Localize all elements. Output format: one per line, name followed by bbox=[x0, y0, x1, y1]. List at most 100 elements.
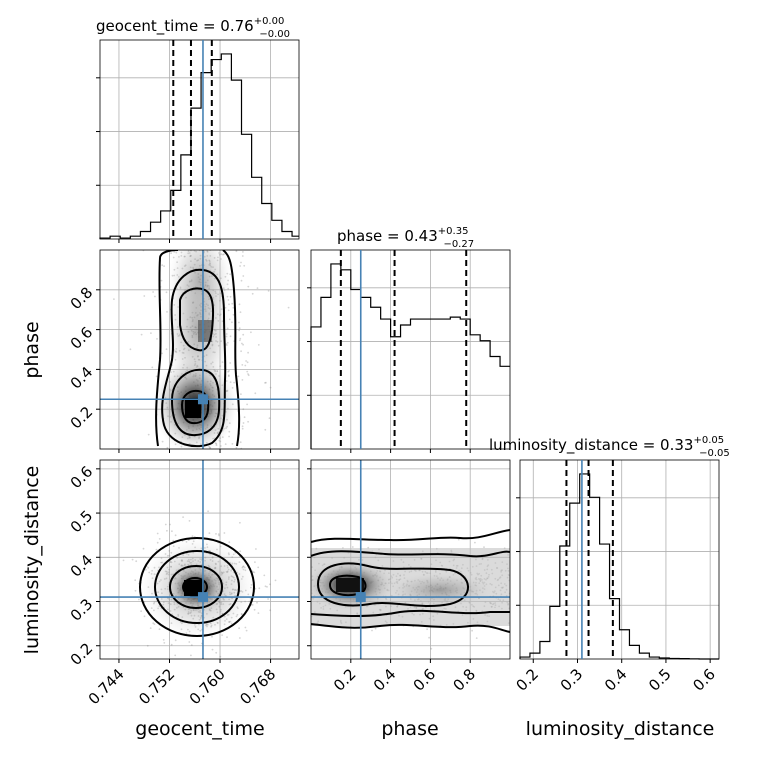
sample-point bbox=[474, 541, 476, 544]
density-core bbox=[185, 398, 201, 418]
sample-point bbox=[218, 534, 220, 537]
y-axis-label-phase: phase bbox=[21, 321, 43, 378]
sample-point bbox=[243, 416, 246, 419]
sample-point bbox=[149, 627, 152, 629]
sample-point bbox=[257, 612, 260, 614]
sample-point bbox=[351, 546, 354, 548]
grid-lines bbox=[100, 40, 299, 243]
sample-point bbox=[244, 626, 247, 629]
sample-point bbox=[239, 550, 242, 553]
sample-point bbox=[161, 352, 163, 355]
sample-point bbox=[287, 306, 290, 309]
hist-panel-luminosity-distance: luminosity_distance = 0.33+0.05 −0.05 bbox=[489, 435, 730, 663]
sample-point bbox=[240, 279, 243, 282]
sample-point bbox=[247, 285, 250, 288]
x-axis-label-geocent-time: geocent_time bbox=[135, 718, 264, 740]
truth-marker bbox=[197, 592, 208, 603]
sample-point bbox=[374, 627, 377, 630]
sample-point bbox=[238, 329, 241, 332]
sample-point bbox=[263, 574, 266, 577]
sample-point bbox=[241, 342, 243, 345]
sample-point bbox=[142, 547, 145, 550]
contour-core bbox=[182, 577, 208, 597]
sample-point bbox=[250, 331, 252, 334]
sample-point bbox=[255, 548, 257, 550]
contour-inner bbox=[169, 565, 223, 609]
histogram-geocent-time bbox=[99, 53, 299, 239]
sample-point bbox=[164, 523, 167, 526]
quantile-lines bbox=[172, 40, 213, 239]
sample-point bbox=[226, 636, 228, 639]
sample-point bbox=[219, 445, 222, 447]
sample-point bbox=[241, 425, 244, 428]
sample-point bbox=[150, 332, 152, 334]
sample-point bbox=[239, 441, 242, 444]
x-tick-label: 0.752 bbox=[135, 665, 178, 708]
sample-point bbox=[161, 264, 164, 267]
sample-point bbox=[253, 571, 256, 574]
sample-point bbox=[238, 303, 241, 306]
sample-point bbox=[246, 361, 249, 364]
sample-point bbox=[471, 629, 473, 632]
sample-point bbox=[264, 428, 267, 431]
sample-point bbox=[241, 379, 244, 381]
sample-point bbox=[246, 370, 249, 373]
x-tick-label: 0.4 bbox=[601, 665, 631, 695]
sample-point bbox=[483, 546, 485, 548]
sample-point bbox=[232, 306, 235, 309]
sample-point bbox=[257, 344, 260, 346]
sample-point bbox=[232, 313, 235, 316]
sample-point bbox=[143, 295, 146, 297]
sample-point bbox=[238, 327, 241, 330]
sample-point bbox=[237, 375, 240, 378]
sample-point bbox=[247, 374, 250, 377]
sample-point bbox=[233, 381, 236, 384]
sample-point bbox=[426, 628, 428, 631]
sample-point bbox=[174, 654, 177, 657]
density-shade bbox=[385, 572, 495, 608]
sample-point bbox=[253, 608, 256, 611]
density-panel-luminosity-distance-vs-geocent-time bbox=[96, 459, 300, 663]
sample-point bbox=[169, 523, 171, 526]
sample-point bbox=[166, 446, 169, 449]
sample-point bbox=[238, 339, 241, 342]
sample-point bbox=[129, 348, 132, 351]
sample-point bbox=[135, 560, 138, 563]
sample-point bbox=[188, 520, 191, 522]
sample-point bbox=[217, 533, 220, 535]
sample-point bbox=[207, 510, 210, 513]
sample-point bbox=[160, 279, 163, 282]
truth-marker bbox=[355, 592, 366, 603]
sample-point bbox=[231, 302, 234, 305]
sample-point bbox=[239, 311, 242, 314]
y-axis-label-luminosity-distance: luminosity_distance bbox=[21, 466, 43, 655]
sample-point bbox=[430, 647, 433, 650]
grid-lines bbox=[520, 460, 719, 663]
y-tick-label: 0.2 bbox=[67, 639, 97, 669]
sample-point bbox=[170, 252, 173, 255]
y-tick-label: 0.5 bbox=[67, 507, 97, 537]
sample-point bbox=[241, 255, 244, 257]
contour-core bbox=[328, 574, 367, 597]
sample-point bbox=[219, 655, 222, 658]
contour-outer bbox=[139, 537, 255, 637]
sample-point bbox=[190, 644, 193, 646]
sample-point bbox=[265, 381, 267, 384]
y-tick-label: 0.2 bbox=[67, 403, 97, 433]
sample-point bbox=[242, 408, 245, 411]
contour-core bbox=[180, 389, 210, 425]
sample-point bbox=[122, 559, 125, 562]
hist-panel-phase: phase = 0.43+0.35 −0.27 bbox=[307, 226, 511, 453]
contour-inner-upper bbox=[179, 287, 215, 352]
sample-point bbox=[228, 435, 231, 438]
sample-point bbox=[153, 623, 156, 625]
sample-point bbox=[229, 362, 232, 364]
sample-point bbox=[242, 343, 245, 346]
sample-point bbox=[228, 370, 230, 372]
sample-point bbox=[155, 375, 158, 378]
sample-point bbox=[138, 598, 140, 601]
sample-point bbox=[134, 579, 137, 582]
truth-marker bbox=[197, 394, 208, 405]
sample-point bbox=[143, 615, 146, 618]
